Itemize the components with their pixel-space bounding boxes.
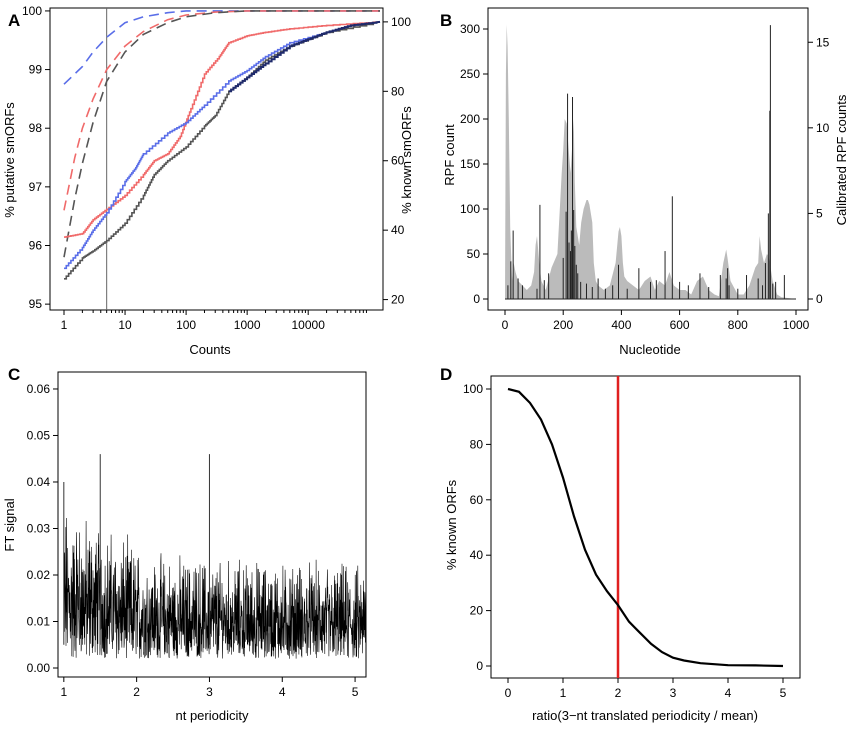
panel-c-ytick-label: 0.05 — [27, 428, 51, 442]
panel-b-ytick-label: 300 — [460, 22, 480, 36]
panel-d-ylabel: % known ORFs — [444, 479, 459, 570]
panel-c-label: C — [8, 365, 20, 384]
panel-b-ytick-label: 0 — [473, 292, 480, 306]
panel-a-series-0 — [63, 10, 380, 85]
panel-a-ytick-label: 99 — [29, 63, 43, 77]
panel-b-xtick-label: 200 — [553, 318, 573, 332]
panel-a-ytick-right-label: 80 — [391, 84, 405, 98]
panel-d-ytick-label: 60 — [470, 493, 484, 507]
panel-a-series-4 — [64, 21, 381, 270]
panel-c-ytick-label: 0.01 — [27, 614, 51, 628]
panel-b-frame — [487, 7, 809, 311]
panel-b-ytick-label: 50 — [467, 247, 481, 261]
panel-b-rpf-area — [505, 24, 796, 299]
panel-a-ytick-label: 98 — [29, 121, 43, 135]
panel-b-label: B — [440, 11, 452, 30]
panel-b-ytick-label: 200 — [460, 112, 480, 126]
panel-a-ytick-right-label: 20 — [391, 293, 405, 307]
panel-a-ylabel-left: % putative smORFs — [2, 102, 17, 218]
panel-a-ylabel-right: % known smORFs — [399, 106, 414, 214]
panel-b-xlabel: Nucleotide — [619, 342, 680, 357]
panel-a-ytick-label: 97 — [29, 180, 43, 194]
panel-c-xtick-label: 3 — [206, 685, 213, 699]
panel-c-xlabel: nt periodicity — [176, 708, 249, 723]
panel-d-label: D — [440, 365, 452, 384]
panel-d-ytick-label: 0 — [476, 659, 483, 673]
panel-b-ytick-right-label: 10 — [816, 121, 830, 135]
panel-c-ytick-label: 0.02 — [27, 568, 51, 582]
panel-c-ytick-label: 0.04 — [27, 475, 51, 489]
panel-a-ytick-right-label: 40 — [391, 223, 405, 237]
panel-b-xtick-label: 800 — [728, 318, 748, 332]
panel-b-xtick-label: 400 — [611, 318, 631, 332]
panel-c-ytick-label: 0.06 — [27, 382, 51, 396]
panel-d-xtick-label: 0 — [505, 686, 512, 700]
panel-a-series-6 — [228, 20, 381, 93]
panel-a-ytick-label: 95 — [29, 297, 43, 311]
panel-a-series-2 — [63, 10, 380, 258]
panel-a-xtick-label: 1000 — [234, 318, 261, 332]
panel-b-xtick-label: 0 — [502, 318, 509, 332]
panel-c-xtick-label: 2 — [133, 685, 140, 699]
panel-d-xlabel: ratio(3−nt translated periodicity / mean… — [532, 708, 758, 723]
panel-a-series-5 — [64, 21, 381, 280]
panel-d-xtick-label: 4 — [725, 686, 732, 700]
panel-d-series-0 — [507, 387, 784, 668]
panel-b-ytick-right-label: 5 — [816, 206, 823, 220]
panel-b-xtick-label: 600 — [670, 318, 690, 332]
panel-a-xtick-label: 10 — [118, 318, 132, 332]
panel-c-ytick-label: 0.00 — [27, 661, 51, 675]
panel-d-xtick-label: 2 — [615, 686, 622, 700]
panel-c-xtick-label: 4 — [279, 685, 286, 699]
panel-b-ytick-label: 150 — [460, 157, 480, 171]
panel-a-ytick-right-label: 60 — [391, 154, 405, 168]
panel-b-ytick-right-label: 0 — [816, 292, 823, 306]
panel-a-series-1 — [63, 10, 380, 211]
panel-d-ytick-label: 80 — [470, 437, 484, 451]
panel-a-ytick-right-label: 100 — [391, 15, 411, 29]
panel-b-ytick-label: 100 — [460, 202, 480, 216]
panel-b-ylabel-right: Calibrated RPF counts — [834, 94, 849, 225]
panel-c-xtick-label: 5 — [352, 685, 359, 699]
panel-d-ytick-label: 20 — [470, 604, 484, 618]
panel-a-frame — [49, 7, 384, 311]
panel-c-ft-signal — [63, 517, 367, 659]
panel-a-label: A — [8, 11, 20, 30]
panel-a-ytick-label: 96 — [29, 238, 43, 252]
panel-a-xtick-label: 1 — [61, 318, 68, 332]
panel-b-ytick-label: 250 — [460, 67, 480, 81]
panel-c-ylabel: FT signal — [2, 498, 17, 551]
panel-d-xtick-label: 3 — [670, 686, 677, 700]
panel-b-ytick-right-label: 15 — [816, 35, 830, 49]
panel-c-ytick-label: 0.03 — [27, 521, 51, 535]
panel-d-frame — [490, 375, 801, 679]
panel-a-xlabel: Counts — [189, 342, 231, 357]
panel-a-ytick-label: 100 — [22, 4, 42, 18]
panel-d-xtick-label: 5 — [780, 686, 787, 700]
panel-a-xtick-label: 10000 — [292, 318, 326, 332]
panel-d-xtick-label: 1 — [560, 686, 567, 700]
panel-c-xtick-label: 1 — [60, 685, 67, 699]
panel-d-ytick-label: 40 — [470, 548, 484, 562]
panel-b-ylabel-left: RPF count — [442, 124, 457, 186]
panel-b-xtick-label: 1000 — [783, 318, 810, 332]
panel-c-frame — [57, 371, 367, 678]
panel-d-ytick-label: 100 — [463, 382, 483, 396]
panel-a-xtick-label: 100 — [176, 318, 196, 332]
